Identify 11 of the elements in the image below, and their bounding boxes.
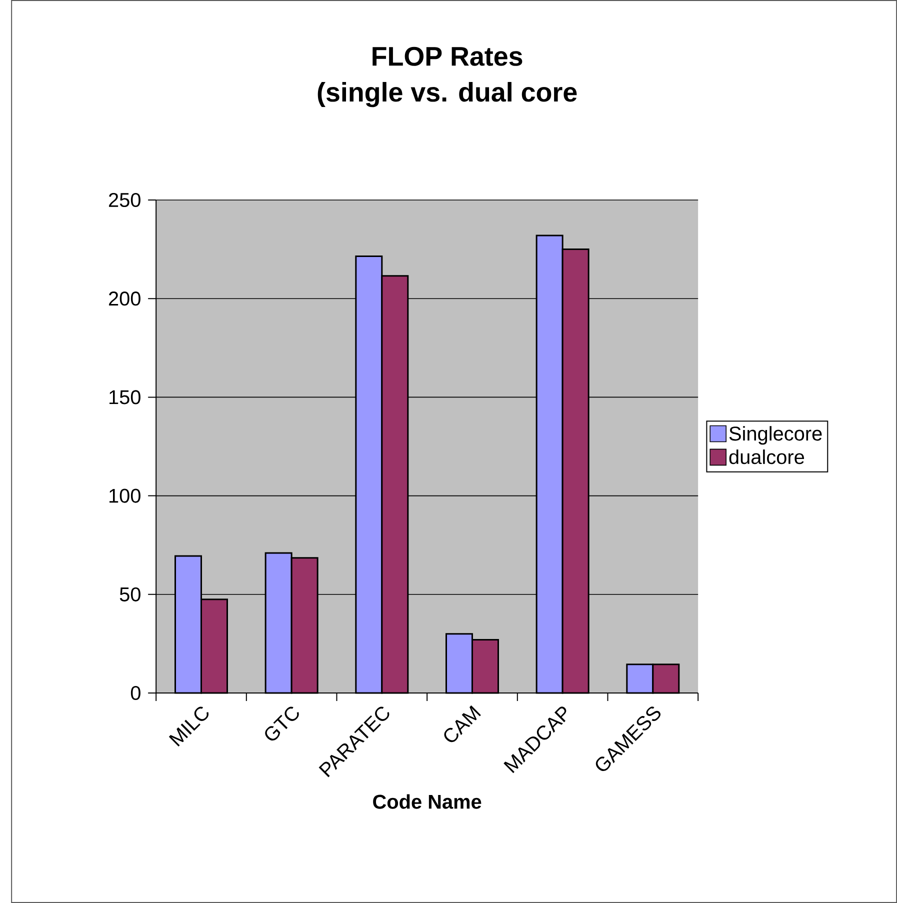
chart-title: FLOP Rates [372, 46, 522, 66]
y-tick-label: 250 [108, 192, 140, 208]
y-tick-label: 100 [109, 488, 140, 503]
y-tick-label: 50 [120, 587, 140, 602]
chart-subtitle: (single vs. dual core [318, 82, 577, 108]
y-tick-label: 0 [130, 686, 140, 700]
y-tick-label: 150 [109, 390, 140, 404]
y-tick-label: 200 [108, 292, 140, 306]
x-axis-title: Code Name [373, 794, 482, 809]
legend-label: dualcore [729, 449, 804, 464]
legend-label: Singlecore [729, 426, 822, 445]
